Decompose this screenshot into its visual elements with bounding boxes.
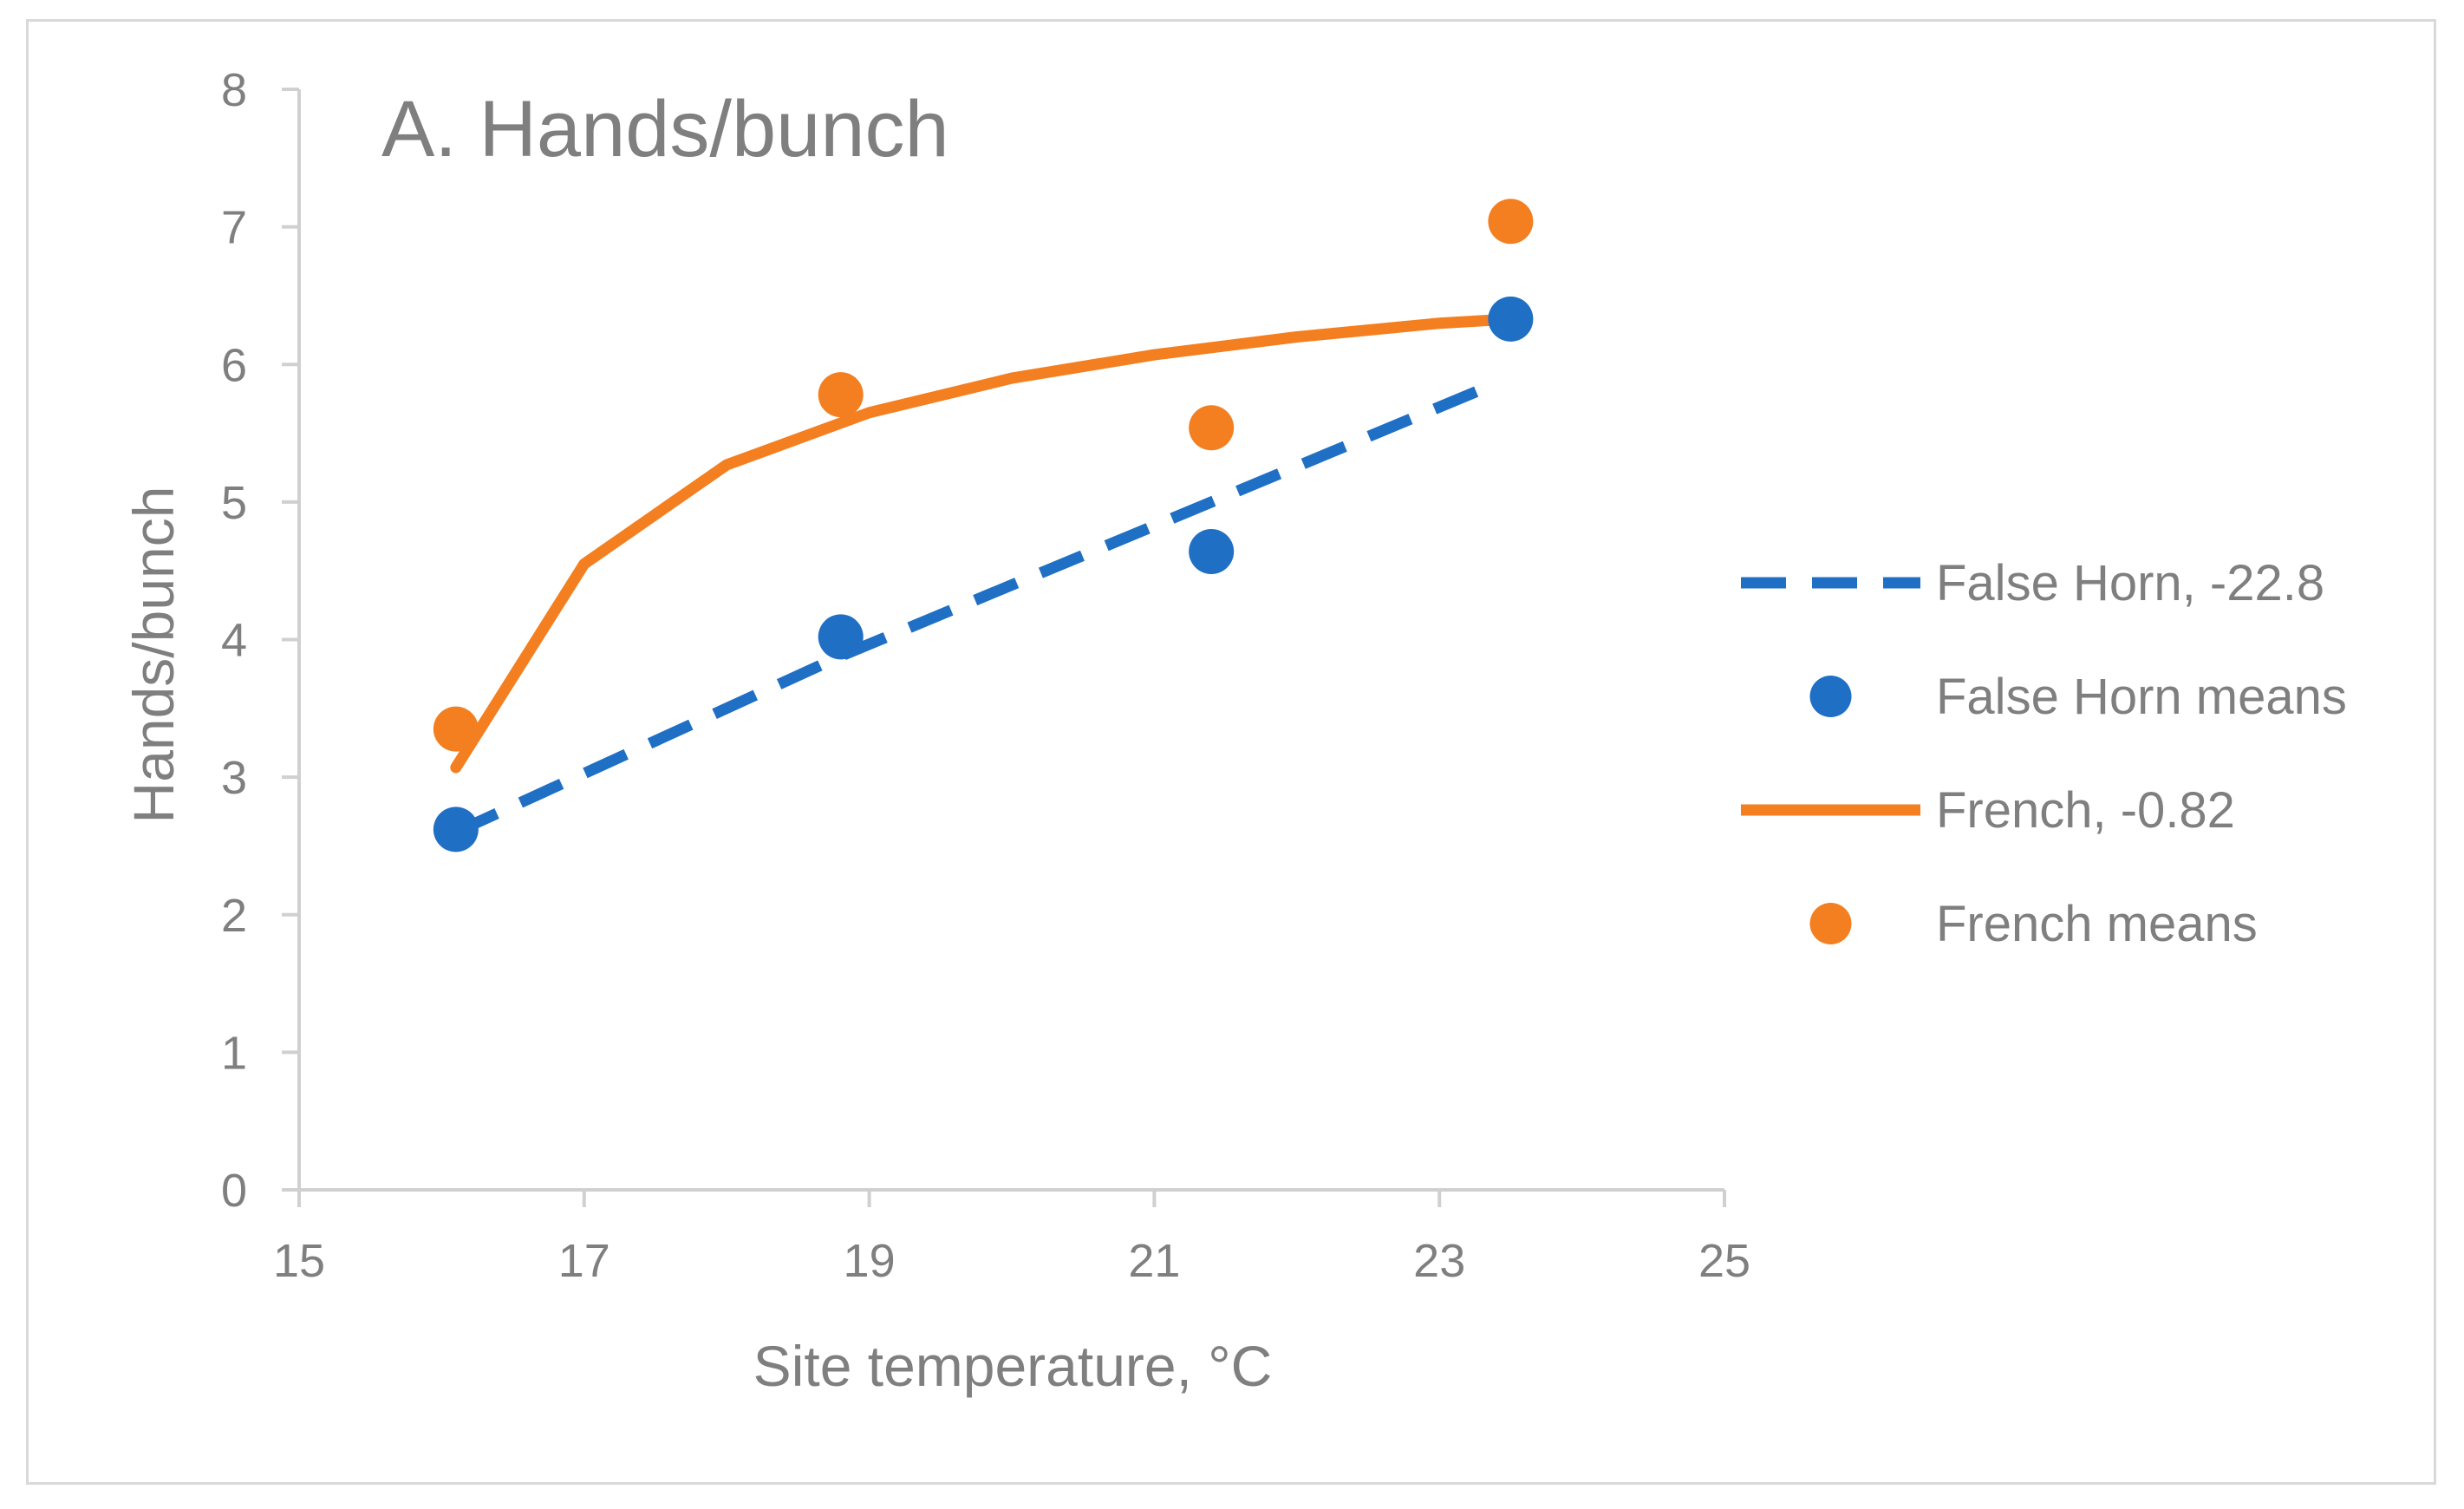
point-french xyxy=(1189,405,1235,451)
point-false-horn xyxy=(433,807,479,852)
chart-title: A. Hands/bunch xyxy=(381,85,949,173)
x-tick-label: 19 xyxy=(844,1235,896,1287)
y-axis-title: Hands/bunch xyxy=(121,487,186,824)
point-false-horn xyxy=(1189,528,1235,574)
legend-label-false-horn: False Horn, -22.8 xyxy=(1936,555,2324,611)
legend-swatch-false-horn-means xyxy=(1809,676,1852,717)
plot-area xyxy=(433,199,1534,852)
point-false-horn xyxy=(1488,296,1534,342)
x-tick-label: 25 xyxy=(1698,1235,1750,1287)
x-tick-label: 15 xyxy=(273,1235,325,1287)
point-french xyxy=(433,706,479,752)
y-tick-label: 6 xyxy=(221,339,247,391)
x-tick-label: 17 xyxy=(558,1235,610,1287)
series-line-false-horn xyxy=(453,383,1484,838)
legend-label-french: French, -0.82 xyxy=(1936,782,2235,839)
point-false-horn xyxy=(818,614,864,660)
y-tick-label: 8 xyxy=(221,64,247,116)
y-tick-label: 5 xyxy=(221,477,247,529)
legend-label-french-means: French means xyxy=(1936,896,2258,952)
point-french xyxy=(818,372,864,418)
y-tick-label: 1 xyxy=(221,1027,247,1079)
x-tick-label: 23 xyxy=(1413,1235,1465,1287)
series-line-french xyxy=(450,313,1516,774)
y-tick-label: 4 xyxy=(221,615,247,667)
y-tick-label: 3 xyxy=(221,752,247,804)
chart-frame xyxy=(26,19,2436,1485)
legend: False Horn, -22.8 False Horn means French,… xyxy=(1741,555,2347,952)
point-french xyxy=(1488,199,1534,245)
x-axis-title: Site temperature, °C xyxy=(753,1334,1273,1398)
legend-swatch-french-means xyxy=(1809,903,1852,944)
y-tick-label: 7 xyxy=(221,202,247,254)
y-tick-label: 2 xyxy=(221,890,247,942)
x-tick-label: 21 xyxy=(1128,1235,1180,1287)
legend-label-false-horn-means: False Horn means xyxy=(1936,669,2347,725)
y-tick-label: 0 xyxy=(221,1165,247,1217)
